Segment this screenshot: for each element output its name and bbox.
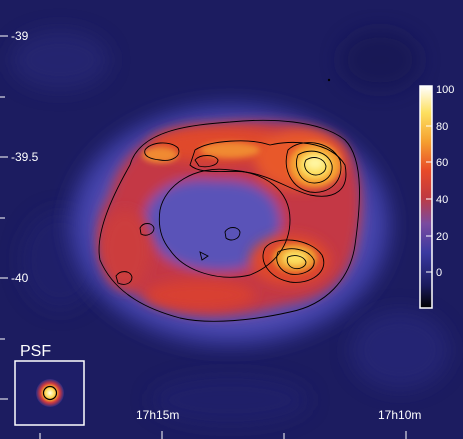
psf-contour xyxy=(42,385,58,401)
psf-inset: PSF xyxy=(14,343,85,426)
contour-mid-1 xyxy=(224,227,241,241)
contour-w xyxy=(115,271,133,285)
dec-axis: -39 -39.5 -40 xyxy=(0,29,39,400)
contour-n-small xyxy=(194,155,219,168)
colorbar-tick-label: 40 xyxy=(436,194,448,206)
contour-outer xyxy=(98,119,360,322)
star-point xyxy=(327,78,331,82)
psf-label: PSF xyxy=(20,343,51,360)
contour-ring-2 xyxy=(189,140,347,197)
contour-inner-cavity xyxy=(158,168,291,278)
dec-tick-label: -40 xyxy=(11,271,29,285)
contour-ne-1 xyxy=(285,142,342,193)
hotspots xyxy=(142,142,341,272)
contour-se-2 xyxy=(276,248,315,275)
contour-tail xyxy=(199,251,209,261)
ra-axis: 17h15m 17h10m xyxy=(39,408,421,439)
colorbar: 100 80 60 40 20 0 xyxy=(419,84,454,309)
dec-tick-label: -39.5 xyxy=(11,150,39,164)
colorbar-tick-label: 100 xyxy=(436,84,454,96)
ra-tick-label: 17h10m xyxy=(378,408,421,422)
contour-se-3 xyxy=(286,255,307,270)
contour-ne-2 xyxy=(296,150,333,184)
contour-nw xyxy=(144,142,180,161)
colorbar-scale xyxy=(419,85,433,309)
ra-tick-label: 17h15m xyxy=(136,408,179,422)
contours xyxy=(98,119,360,322)
colorbar-tick-label: 80 xyxy=(436,121,448,133)
contour-se-1 xyxy=(262,239,325,283)
dec-tick-label: -39 xyxy=(11,29,29,43)
colorbar-tick-label: 0 xyxy=(436,267,442,279)
psf-spot xyxy=(36,379,64,407)
contour-mid-2 xyxy=(139,223,155,236)
contour-ne-3 xyxy=(304,157,327,176)
colorbar-tick-label: 20 xyxy=(436,231,448,243)
colorbar-tick-label: 60 xyxy=(436,157,448,169)
